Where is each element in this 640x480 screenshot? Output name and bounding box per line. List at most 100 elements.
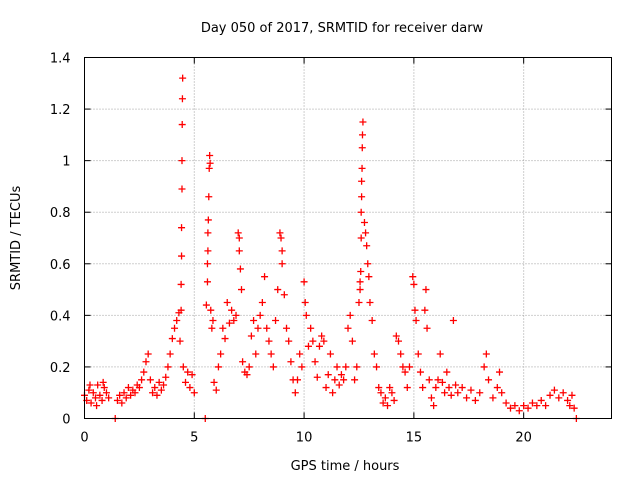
data-point [357, 208, 365, 216]
data-point [206, 159, 214, 167]
data-point [506, 404, 514, 412]
data-point [388, 389, 396, 397]
data-point [212, 386, 220, 394]
data-point [360, 219, 368, 227]
data-point [480, 363, 488, 371]
data-point [269, 363, 277, 371]
data-points [81, 74, 580, 422]
y-tick-label: 0.2 [50, 361, 71, 376]
data-point [168, 335, 176, 343]
data-point [173, 317, 181, 325]
data-point [160, 381, 168, 389]
data-point [392, 332, 400, 340]
data-point [403, 384, 411, 392]
data-point [86, 381, 94, 389]
data-point [100, 384, 108, 392]
data-point [390, 396, 398, 404]
data-point [296, 350, 304, 358]
data-point [333, 363, 341, 371]
data-point [340, 376, 348, 384]
data-point [287, 358, 295, 366]
data-point [105, 394, 113, 402]
data-point [414, 350, 422, 358]
data-point [416, 368, 424, 376]
data-point [528, 399, 536, 407]
data-point [432, 384, 440, 392]
data-point [463, 394, 471, 402]
data-point [559, 389, 567, 397]
data-point [458, 384, 466, 392]
x-tick-label: 20 [515, 431, 532, 446]
data-point [568, 391, 576, 399]
data-point [131, 389, 139, 397]
data-point [298, 363, 306, 371]
data-point [204, 216, 212, 224]
data-point [178, 95, 186, 103]
data-point [302, 311, 310, 319]
data-point [348, 337, 356, 345]
data-point [358, 177, 366, 185]
data-point [381, 394, 389, 402]
data-point [118, 399, 126, 407]
data-point [291, 389, 299, 397]
data-point [283, 324, 291, 332]
data-point [278, 247, 286, 255]
plot-frame [84, 57, 612, 419]
data-point [238, 286, 246, 294]
data-point [280, 291, 288, 299]
data-point [359, 118, 367, 126]
data-point [274, 286, 282, 294]
data-point [188, 371, 196, 379]
data-point [178, 157, 186, 165]
data-point [324, 371, 332, 379]
data-point [436, 350, 444, 358]
data-point [203, 278, 211, 286]
data-point [357, 234, 365, 242]
data-point [250, 317, 258, 325]
data-point [331, 376, 339, 384]
data-point [190, 389, 198, 397]
data-point [221, 335, 229, 343]
data-point [164, 363, 172, 371]
data-point [412, 317, 420, 325]
data-point [87, 399, 95, 407]
data-point [520, 402, 528, 410]
data-point [102, 389, 110, 397]
data-point [204, 229, 212, 237]
data-point [178, 252, 186, 260]
data-point [533, 402, 541, 410]
data-point [252, 350, 260, 358]
data-point [564, 396, 572, 404]
data-point [127, 391, 135, 399]
data-point [225, 319, 233, 327]
data-point [351, 376, 359, 384]
data-point [427, 394, 435, 402]
data-point [277, 234, 285, 242]
data-point [300, 278, 308, 286]
data-point [182, 378, 190, 386]
data-point [449, 317, 457, 325]
data-point [263, 324, 271, 332]
data-point [550, 386, 558, 394]
data-point [498, 389, 506, 397]
data-point [285, 337, 293, 345]
data-point [151, 384, 159, 392]
data-point [476, 389, 484, 397]
data-point [357, 268, 365, 276]
data-point [322, 384, 330, 392]
data-point [515, 407, 523, 415]
data-point [329, 389, 337, 397]
data-point [346, 311, 354, 319]
data-point [186, 384, 194, 392]
data-point [405, 363, 413, 371]
data-point [149, 389, 157, 397]
data-point [179, 74, 187, 82]
data-point [122, 394, 130, 402]
data-point [356, 278, 364, 286]
data-point [502, 399, 510, 407]
data-point [210, 378, 218, 386]
data-point [144, 350, 152, 358]
data-point [228, 306, 236, 314]
data-point [204, 247, 212, 255]
